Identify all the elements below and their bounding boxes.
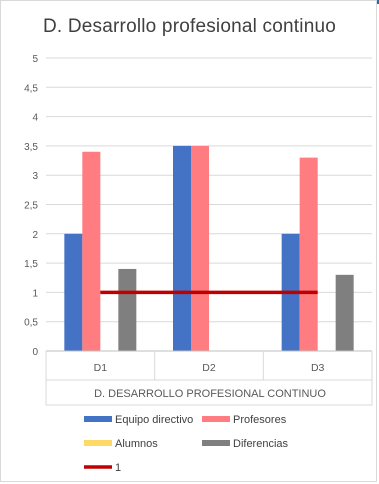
y-tick-label: 5 [32, 54, 38, 65]
bars [64, 145, 354, 351]
x-axis-label: D. DESARROLLO PROFESIONAL CONTINUO [94, 388, 326, 400]
x-tick-label: D3 [311, 362, 325, 374]
legend-entry: Equipo directivo [115, 414, 193, 426]
bar-diferencias [118, 268, 137, 351]
chart-title: D. Desarrollo profesional continuo [42, 16, 336, 37]
y-tick-label: 3,5 [24, 142, 38, 153]
legend-swatch [202, 440, 230, 446]
legend-swatch [84, 440, 112, 446]
bar-profesores [191, 145, 209, 351]
legend-entry: Diferencias [233, 438, 289, 450]
y-tick-label: 0,5 [24, 318, 38, 329]
bar-diferencias [335, 274, 354, 351]
y-tick-label: 2,5 [24, 201, 38, 212]
y-tick-label: 1,5 [24, 259, 38, 270]
x-axis-title-box [45, 379, 373, 406]
y-tick-label: 2 [32, 230, 38, 241]
y-axis-ticks: 0 0,5 1 1,5 2 2,5 3 3,5 4 4,5 5 [24, 54, 38, 358]
legend: Equipo directivo Profesores Alumnos Diferen… [84, 414, 289, 474]
legend-swatch [202, 416, 230, 422]
bar-profesores [299, 157, 318, 351]
y-tick-label: 3 [32, 171, 38, 182]
y-tick-label: 0 [32, 347, 38, 358]
y-tick-label: 4,5 [24, 83, 38, 94]
y-tick-label: 4 [32, 113, 38, 124]
x-axis-ticks: D1 D2 D3 [94, 362, 325, 374]
bar-profesores [82, 151, 101, 351]
bar-equipo-directivo [173, 145, 191, 351]
x-tick-label: D2 [202, 362, 216, 374]
bar-equipo-directivo [64, 233, 83, 351]
x-axis-box [45, 350, 373, 406]
x-tick-label: D1 [94, 362, 108, 374]
legend-entry: Alumnos [115, 438, 158, 450]
legend-entry: Profesores [233, 414, 287, 426]
y-tick-label: 1 [32, 288, 38, 299]
legend-swatch [84, 416, 112, 422]
legend-entry: 1 [115, 462, 121, 474]
